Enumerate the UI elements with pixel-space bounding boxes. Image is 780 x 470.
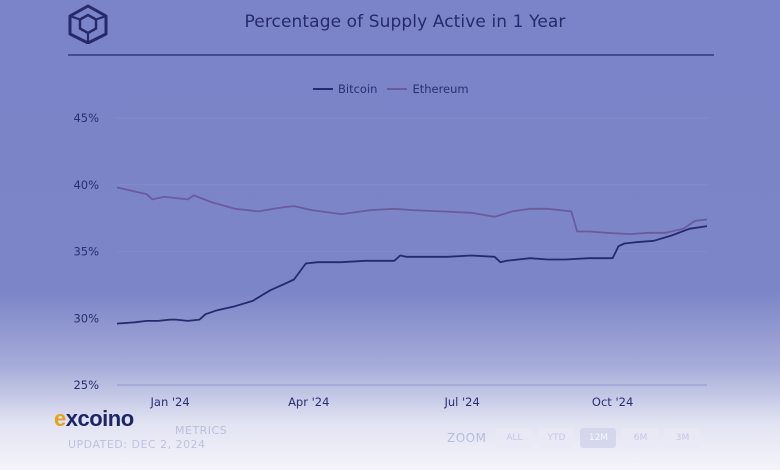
brand-name: xcoino: [65, 406, 134, 431]
zoom-6m-button[interactable]: 6M: [622, 428, 659, 448]
chart-title: Percentage of Supply Active in 1 Year: [244, 12, 566, 32]
series-line-bitcoin: [116, 225, 708, 325]
y-tick-label: 45%: [73, 111, 99, 125]
x-tick-label: Jul '24: [443, 395, 479, 409]
cube-hexagon-icon: [68, 4, 108, 44]
y-tick-label: 30%: [73, 311, 99, 325]
legend-label-ethereum: Ethereum: [412, 82, 469, 96]
zoom-3m-button[interactable]: 3M: [664, 428, 701, 448]
y-tick-label: 35%: [73, 245, 99, 259]
zoom-ytd-button[interactable]: YTD: [538, 428, 575, 448]
x-tick-label: Oct '24: [592, 395, 633, 409]
excoino-logo[interactable]: excoino: [54, 406, 134, 432]
chart-header: Percentage of Supply Active in 1 Year: [0, 0, 780, 56]
y-tick-label: 25%: [73, 378, 99, 392]
legend-item-bitcoin[interactable]: Bitcoin: [313, 82, 377, 96]
x-tick-label: Jan '24: [150, 395, 190, 409]
legend-label-bitcoin: Bitcoin: [338, 82, 378, 96]
brand-mark: e: [54, 406, 66, 431]
x-tick-label: Apr '24: [288, 395, 329, 409]
legend-swatch-bitcoin: [313, 88, 333, 90]
y-tick-label: 40%: [73, 178, 99, 192]
zoom-label: ZOOM: [447, 431, 487, 445]
legend-swatch-ethereum: [387, 88, 408, 90]
chart-legend: Bitcoin Ethereum: [313, 81, 469, 97]
header-divider: [68, 54, 714, 56]
series-line-ethereum: [116, 186, 708, 235]
zoom-all-button[interactable]: ALL: [496, 428, 533, 448]
zoom-controls: ZOOM ALL YTD 12M 6M 3M: [447, 428, 701, 448]
zoom-12m-button[interactable]: 12M: [580, 428, 617, 448]
legend-item-ethereum[interactable]: Ethereum: [387, 82, 469, 96]
